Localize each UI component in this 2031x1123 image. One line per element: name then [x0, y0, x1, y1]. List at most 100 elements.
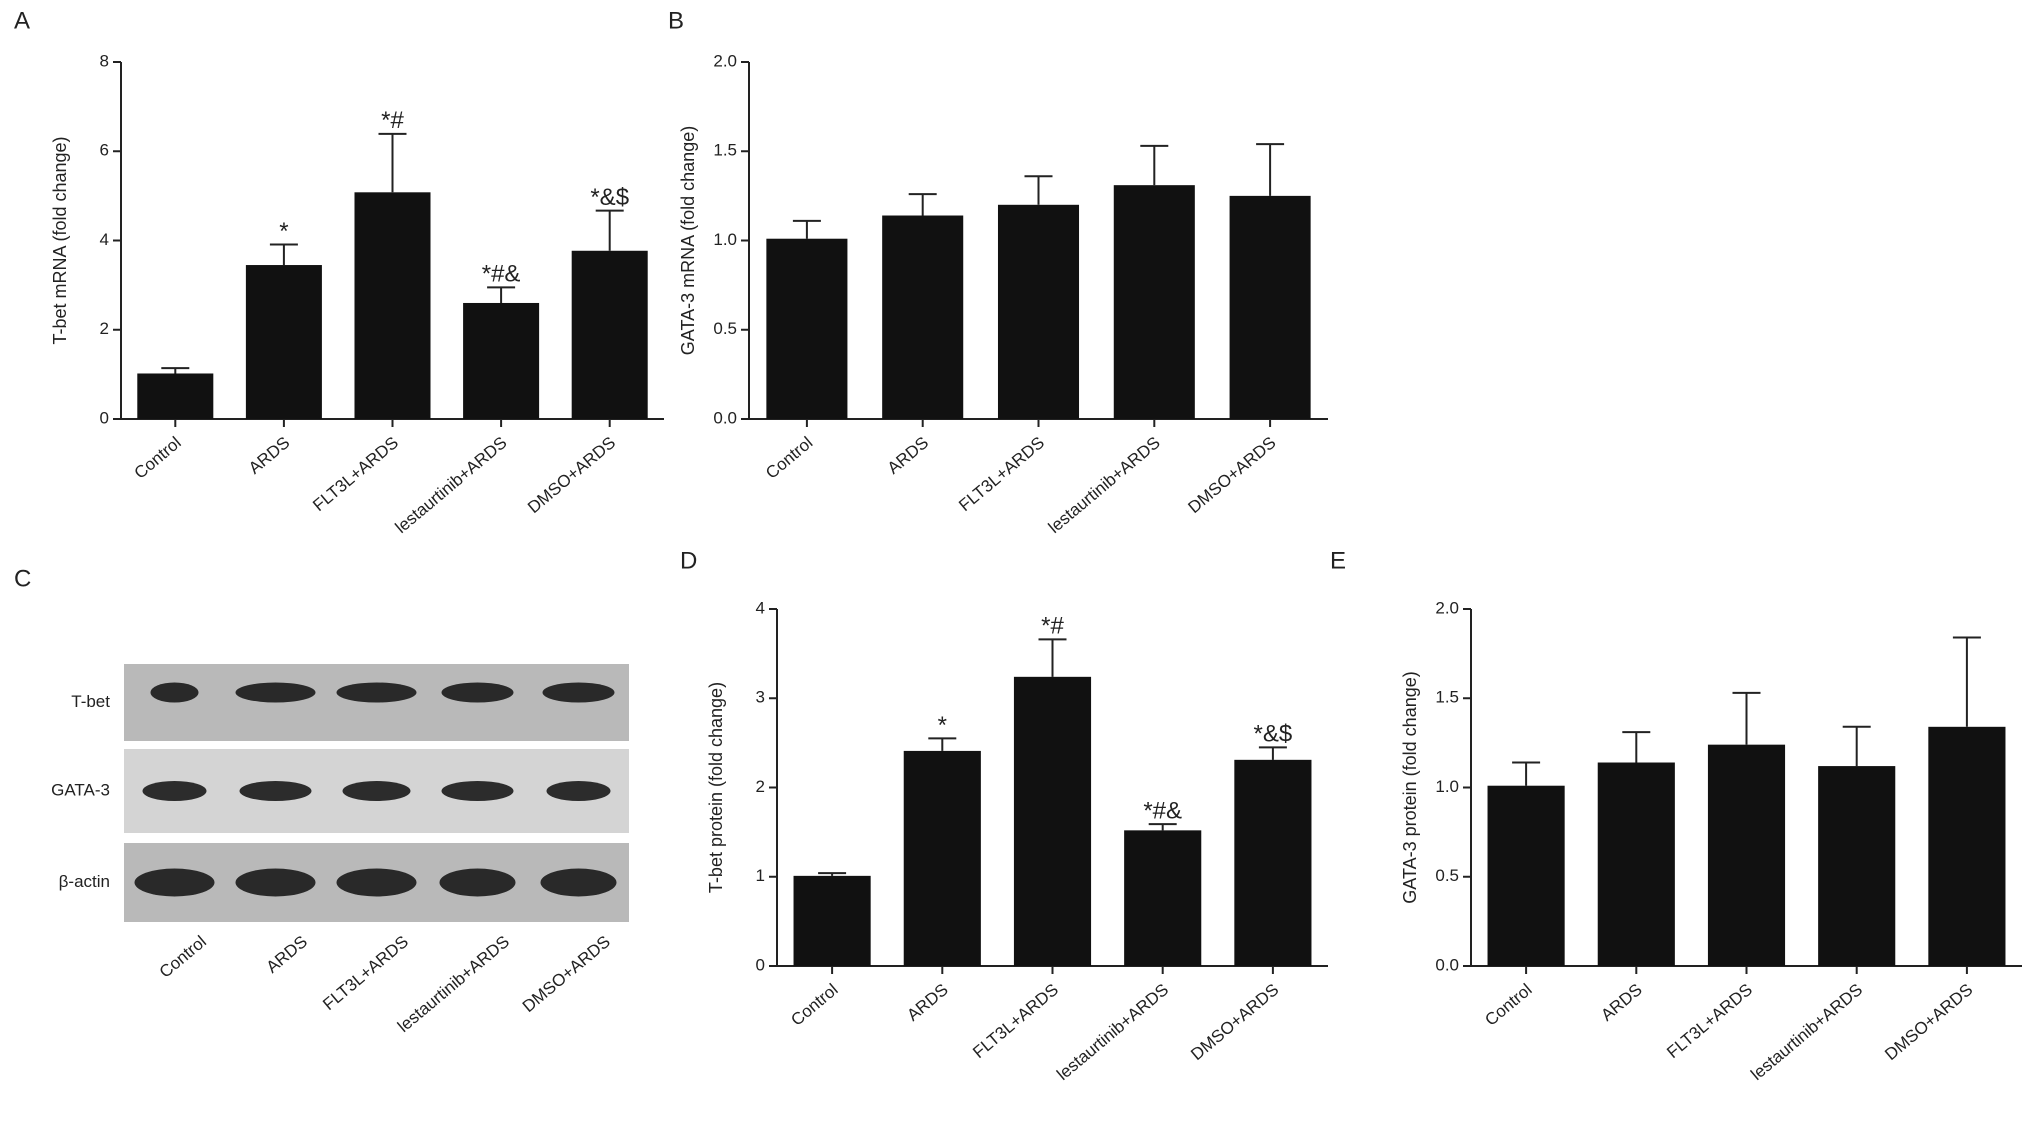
y-tick-label: 0.5: [713, 319, 737, 338]
bar: [245, 265, 322, 419]
bar: [1597, 762, 1675, 966]
bar: [354, 192, 431, 419]
y-axis-label: T-bet protein (fold change): [706, 682, 726, 893]
x-tick-label: DMSO+ARDS: [1187, 980, 1282, 1064]
bar: [1234, 759, 1312, 966]
error-bar: [595, 209, 624, 251]
blot-category-label: lestaurtinib+ARDS: [394, 932, 513, 1036]
y-tick-label: 2.0: [713, 51, 737, 70]
y-tick-label: 0.5: [1435, 866, 1459, 885]
error-bar: [1256, 143, 1285, 196]
blot-band: [441, 682, 514, 703]
y-tick-label: 8: [100, 51, 109, 70]
blot-category-label: DMSO+ARDS: [519, 932, 614, 1016]
x-tick-label: lestaurtinib+ARDS: [1045, 433, 1164, 537]
x-tick-label: ARDS: [903, 980, 951, 1025]
y-tick-label: 1.5: [713, 141, 737, 160]
y-tick-label: 0.0: [713, 408, 737, 427]
bar: [1487, 785, 1565, 966]
blot-band: [239, 781, 312, 801]
y-tick-label: 0: [100, 408, 109, 427]
x-tick-label: FLT3L+ARDS: [309, 433, 402, 515]
x-tick-label: lestaurtinib+ARDS: [1747, 980, 1866, 1084]
y-tick-label: 6: [100, 141, 109, 160]
x-tick-label: lestaurtinib+ARDS: [392, 433, 511, 537]
bar: [1124, 830, 1202, 966]
significance: *#: [1041, 613, 1064, 640]
blot-band: [235, 682, 316, 703]
error-bar: [269, 243, 298, 266]
blot-band: [235, 868, 316, 897]
error-bar: [161, 367, 190, 374]
blot-category-label: Control: [156, 932, 210, 982]
bar: [882, 215, 964, 419]
x-tick-label: ARDS: [1597, 980, 1645, 1025]
x-tick-label: Control: [131, 433, 185, 483]
blot-category-label: ARDS: [263, 932, 311, 977]
significance: *: [938, 712, 947, 739]
blot-band: [142, 781, 207, 801]
x-tick-label: DMSO+ARDS: [524, 433, 619, 517]
blot-band: [342, 781, 411, 801]
x-tick-label: Control: [762, 433, 816, 483]
y-tick-label: 1.5: [1435, 688, 1459, 707]
bar: [903, 750, 981, 966]
bar: [571, 250, 648, 419]
error-bar: [908, 193, 937, 216]
significance: *#&: [482, 261, 521, 288]
x-tick-label: Control: [787, 980, 841, 1030]
x-tick-label: ARDS: [884, 433, 932, 478]
bar: [137, 373, 214, 419]
blot-band: [441, 781, 514, 801]
x-tick-label: lestaurtinib+ARDS: [1053, 980, 1172, 1084]
bar: [1707, 744, 1786, 966]
protein-label: β-actin: [59, 872, 110, 891]
blot-band: [336, 682, 417, 703]
error-bar: [1842, 725, 1871, 767]
bar: [793, 875, 871, 966]
y-tick-label: 1: [756, 866, 765, 885]
blot-band: [439, 868, 516, 897]
panel-label: B: [668, 7, 684, 34]
error-bar: [1258, 746, 1287, 760]
blot-band: [540, 868, 617, 897]
bar: [1229, 195, 1311, 419]
blot-band: [546, 781, 611, 801]
y-tick-label: 2: [100, 319, 109, 338]
y-tick-label: 4: [100, 230, 109, 249]
significance: *&$: [590, 184, 629, 211]
y-axis-label: T-bet mRNA (fold change): [50, 136, 70, 344]
y-axis-label: GATA-3 protein (fold change): [1400, 671, 1420, 903]
panel-label: C: [14, 565, 31, 592]
x-tick-label: ARDS: [245, 433, 293, 478]
bar: [997, 204, 1080, 419]
x-tick-label: FLT3L+ARDS: [955, 433, 1048, 515]
panel-label: D: [680, 547, 697, 574]
x-tick-label: DMSO+ARDS: [1184, 433, 1279, 517]
error-bar: [487, 286, 516, 303]
y-tick-label: 2: [756, 777, 765, 796]
y-tick-label: 0: [756, 955, 765, 974]
protein-label: T-bet: [71, 692, 110, 711]
error-bar: [1512, 761, 1541, 786]
y-tick-label: 1.0: [1435, 777, 1459, 796]
bar: [1113, 185, 1195, 419]
blot-category-label: FLT3L+ARDS: [319, 932, 412, 1014]
protein-label: GATA-3: [51, 780, 110, 799]
error-bar: [1952, 636, 1981, 727]
significance: *: [279, 218, 288, 245]
error-bar: [378, 132, 407, 193]
panel-label: E: [1330, 547, 1346, 574]
bar: [1013, 676, 1092, 966]
blot-band: [542, 682, 615, 703]
blot-band: [336, 868, 417, 897]
y-axis-label: GATA-3 mRNA (fold change): [678, 126, 698, 355]
x-tick-label: FLT3L+ARDS: [969, 980, 1062, 1062]
error-bar: [1148, 823, 1177, 831]
error-bar: [1140, 144, 1169, 186]
error-bar: [792, 219, 821, 239]
significance: *#&: [1143, 797, 1182, 824]
error-bar: [1732, 691, 1761, 745]
bar: [1818, 766, 1896, 966]
error-bar: [1038, 638, 1067, 677]
